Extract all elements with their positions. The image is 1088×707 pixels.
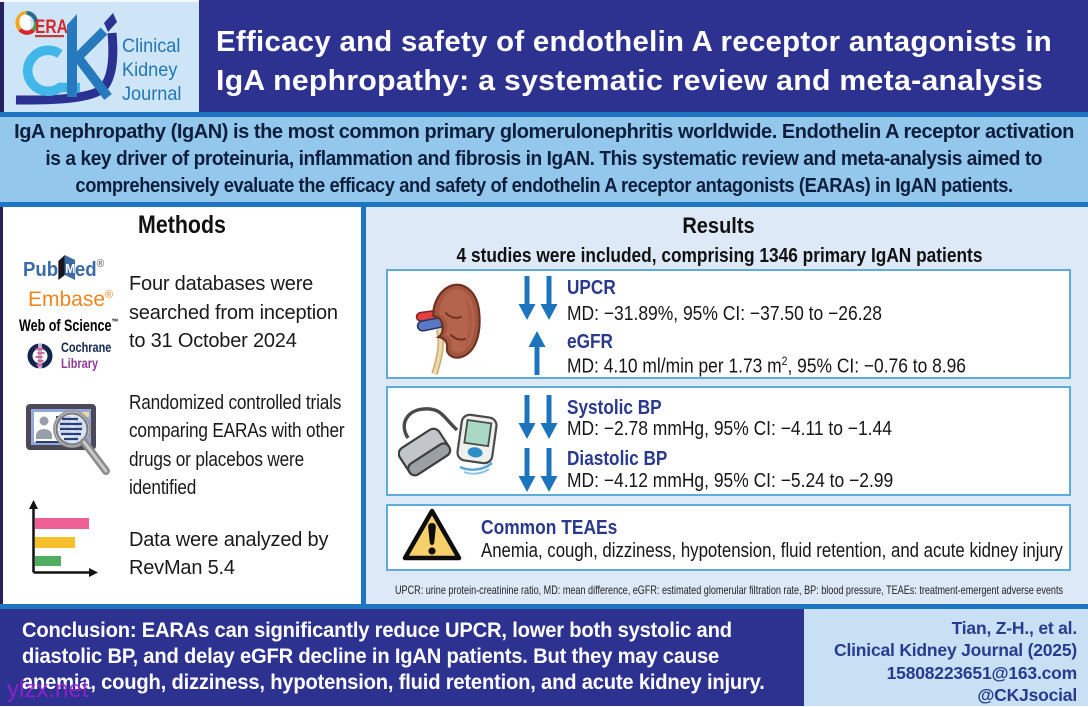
svg-text:M: M [65, 262, 75, 276]
svg-text:Journal: Journal [122, 82, 181, 104]
svg-text:Clinical: Clinical [122, 34, 180, 56]
svg-text:Kidney: Kidney [122, 58, 178, 80]
svg-text:ERA: ERA [35, 16, 68, 38]
